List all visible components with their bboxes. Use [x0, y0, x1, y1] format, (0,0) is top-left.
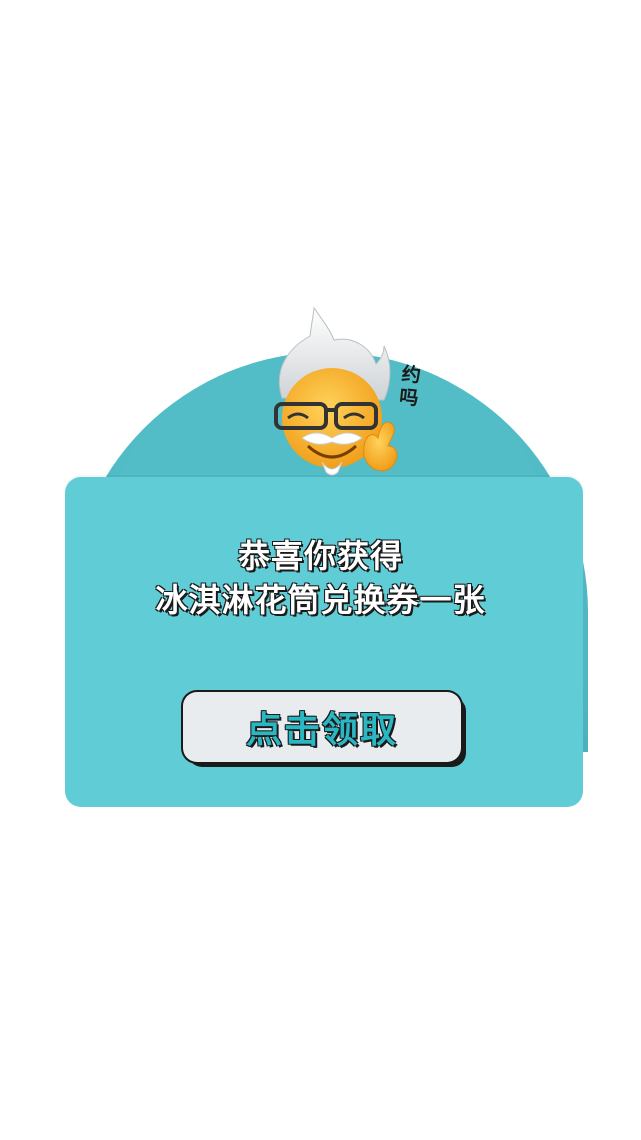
claim-button[interactable]: 点击领取 [183, 692, 461, 762]
reward-message-line1: 恭喜你获得 [237, 537, 403, 575]
mascot-speech-text: 约吗 [398, 363, 422, 410]
mascot-character-icon [252, 306, 428, 482]
reward-message-line2: 冰淇淋花筒兑换券一张 [155, 581, 486, 619]
reward-message: 恭喜你获得 冰淇淋花筒兑换券一张 [0, 534, 641, 622]
